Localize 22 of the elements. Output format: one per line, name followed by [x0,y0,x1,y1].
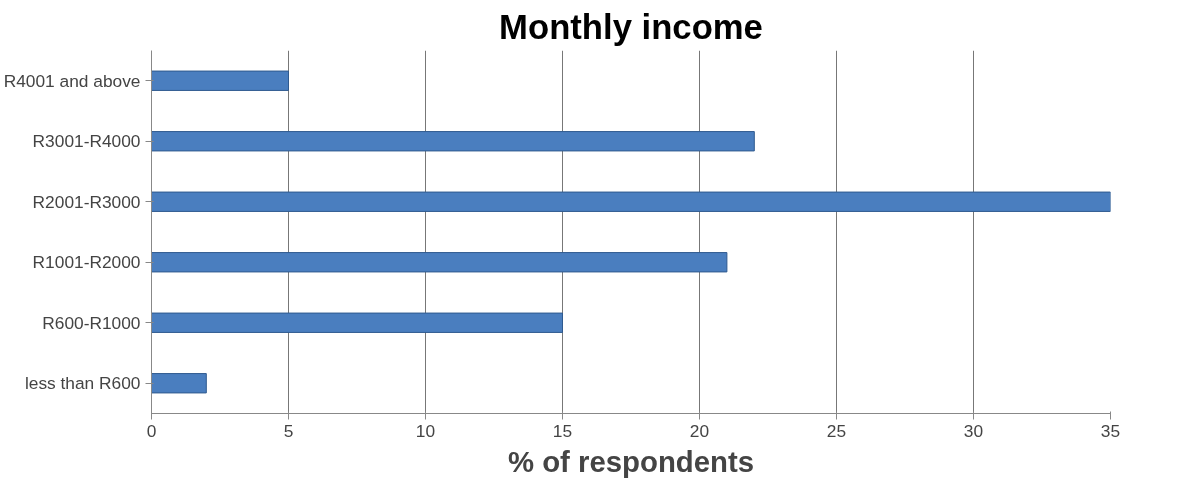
x-tick-label: 35 [1100,420,1121,441]
bar [151,191,1111,212]
x-tick-label: 10 [415,420,436,441]
chart-title: Monthly income [499,7,763,46]
y-tick-label: R3001-R4000 [32,131,141,152]
bar [151,131,755,152]
x-tick-label: 25 [826,420,847,441]
x-axis-title: % of respondents [507,444,755,478]
y-tick-label: R4001 and above [3,70,141,91]
x-tick-label: 30 [963,420,984,441]
x-tick-label: 5 [283,420,294,441]
bar [151,252,728,273]
bar [151,70,289,91]
y-tick-label: R600-R1000 [42,312,141,333]
y-tick-label: R1001-R2000 [32,252,141,273]
y-tick-label: R2001-R3000 [32,191,141,212]
bar [151,373,207,394]
bar [151,312,563,333]
x-tick-label: 15 [552,420,573,441]
y-tick-label: less than R600 [24,373,141,394]
x-tick-label: 0 [146,420,157,441]
x-tick-label: 20 [689,420,710,441]
